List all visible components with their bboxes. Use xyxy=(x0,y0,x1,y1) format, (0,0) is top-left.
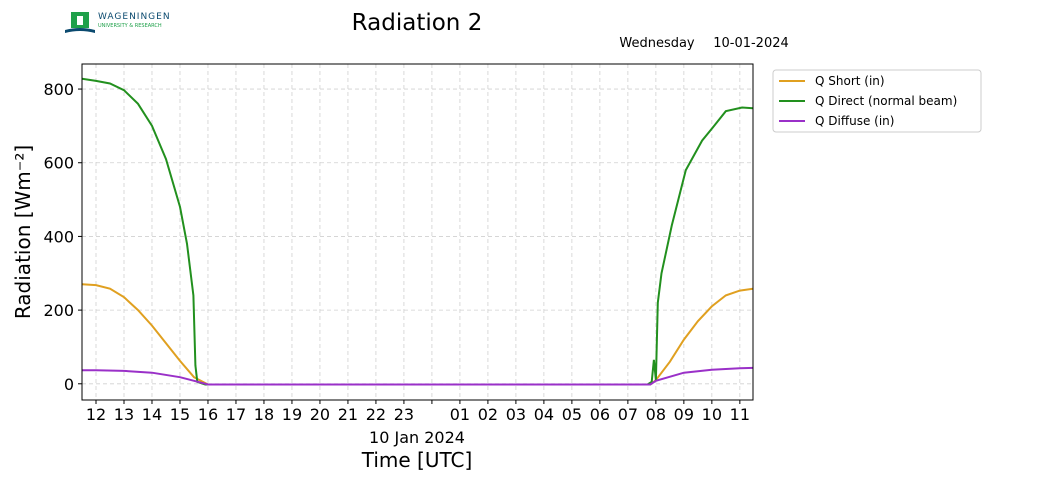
legend-label: Q Direct (normal beam) xyxy=(815,94,957,108)
x-tick-label: 02 xyxy=(478,405,498,424)
day: Wednesday xyxy=(619,36,695,51)
x-tick-label: 20 xyxy=(310,405,330,424)
legend-label: Q Short (in) xyxy=(815,74,885,88)
date: 10-01-2024 xyxy=(713,36,789,51)
x-tick-label: 04 xyxy=(534,405,554,424)
x-tick-label: 10 xyxy=(702,405,722,424)
org-name: WAGENINGEN xyxy=(98,12,171,22)
x-tick-label: 08 xyxy=(646,405,666,424)
x-date-label: 10 Jan 2024 xyxy=(369,428,465,447)
y-axis-label: Radiation [Wm⁻²] xyxy=(11,145,35,319)
y-tick-label: 400 xyxy=(43,227,74,246)
chart-title: Radiation 2 xyxy=(352,10,483,36)
legend-box xyxy=(772,69,982,133)
org-sub: UNIVERSITY & RESEARCH xyxy=(98,23,162,29)
x-tick-label: 18 xyxy=(254,405,274,424)
series-line xyxy=(82,77,753,386)
x-tick-label: 03 xyxy=(506,405,526,424)
x-tick-label: 13 xyxy=(114,405,134,424)
y-tick-label: 800 xyxy=(43,80,74,99)
legend-label: Q Diffuse (in) xyxy=(815,114,894,128)
y-tick-label: 600 xyxy=(43,154,74,173)
plot-frame xyxy=(81,63,754,401)
x-tick-label: 21 xyxy=(338,405,358,424)
x-tick-label: 11 xyxy=(730,405,750,424)
x-axis-label: Time [UTC] xyxy=(361,448,473,472)
x-tick-label: 16 xyxy=(198,405,218,424)
x-tick-label: 19 xyxy=(282,405,302,424)
x-tick-label: 07 xyxy=(618,405,638,424)
x-tick-label: 17 xyxy=(226,405,246,424)
x-tick-label: 23 xyxy=(394,405,414,424)
x-tick-label: 22 xyxy=(366,405,386,424)
series-line xyxy=(82,366,753,386)
y-tick-label: 200 xyxy=(43,301,74,320)
x-tick-label: 12 xyxy=(86,405,106,424)
x-tick-label: 05 xyxy=(562,405,582,424)
x-tick-label: 09 xyxy=(674,405,694,424)
x-tick-label: 06 xyxy=(590,405,610,424)
x-tick-label: 14 xyxy=(142,405,162,424)
x-tick-label: 15 xyxy=(170,405,190,424)
y-tick-label: 0 xyxy=(64,375,74,394)
logo xyxy=(65,12,95,33)
x-tick-label: 01 xyxy=(450,405,470,424)
